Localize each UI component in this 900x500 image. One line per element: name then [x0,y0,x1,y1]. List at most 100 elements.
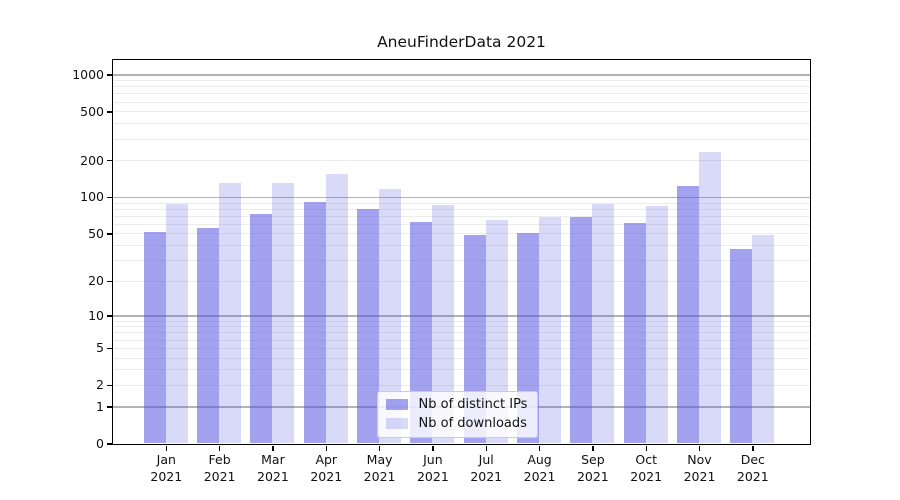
gridline-90 [112,202,810,204]
gridline-60 [112,223,810,225]
bar-distinct-ips-jan [143,232,166,444]
gridline-7 [112,332,810,334]
bar-downloads-feb [219,182,242,444]
bar-downloads-mar [272,182,295,444]
y-tick-50 [107,233,113,235]
bar-distinct-ips-jun [410,222,433,444]
gridline-8 [112,326,810,328]
y-tick-5 [107,347,113,349]
gridline-80 [112,208,810,210]
y-tick-20 [107,280,113,282]
gridline-100 [112,196,810,199]
bar-downloads-dec [752,234,775,444]
gridline-5 [112,347,810,349]
gridline-1000 [112,74,810,76]
bar-downloads-aug [539,217,562,444]
gridline-3 [112,369,810,371]
x-tick-sep [592,445,594,451]
legend-label-distinct-ips: Nb of distinct IPs [418,396,528,412]
x-tick-label-feb: Feb 2021 [203,452,236,484]
x-tick-jun [432,445,434,451]
gridline-600 [112,101,810,103]
bar-distinct-ips-may [357,209,380,444]
legend: Nb of distinct IPs Nb of downloads [376,390,539,438]
x-tick-label-oct: Oct 2021 [630,452,663,484]
gridline-20 [112,280,810,282]
y-tick-2 [107,384,113,386]
x-tick-jul [485,445,487,451]
gridline-70 [112,215,810,217]
gridline-900 [112,80,810,82]
x-tick-label-apr: Apr 2021 [310,452,343,484]
gridline-200 [112,160,810,162]
y-tick-label-200: 200 [80,152,104,168]
x-tick-nov [698,445,701,451]
y-tick-label-5: 5 [96,340,104,356]
x-tick-label-may: May 2021 [363,452,396,484]
bar-distinct-ips-mar [250,214,273,444]
legend-row-downloads: Nb of downloads [385,415,528,431]
x-tick-label-jul: Jul 2021 [470,452,503,484]
y-tick-500 [107,111,113,113]
gridline-9 [112,320,810,322]
plot-area: Nb of distinct IPs Nb of downloads [111,58,811,445]
bar-distinct-ips-sep [570,217,593,444]
y-tick-100 [107,196,113,199]
bar-distinct-ips-apr [303,201,326,444]
legend-row-distinct-ips: Nb of distinct IPs [385,396,528,412]
x-tick-label-mar: Mar 2021 [257,452,289,484]
y-tick-1000 [107,74,113,76]
y-tick-label-10: 10 [88,307,104,323]
y-tick-label-0: 0 [96,436,104,451]
bar-downloads-may [379,188,402,444]
y-tick-label-50: 50 [88,225,104,241]
legend-label-downloads: Nb of downloads [418,415,527,431]
gridline-800 [112,86,810,88]
x-tick-label-nov: Nov 2021 [683,452,716,484]
gridline-700 [112,93,810,95]
x-tick-label-dec: Dec 2021 [736,452,769,484]
x-tick-aug [538,445,541,451]
bar-downloads-sep [592,203,615,444]
x-tick-dec [752,445,754,451]
gridline-50 [112,233,810,235]
bar-distinct-ips-oct [623,223,646,444]
gridline-4 [112,357,810,359]
gridline-2 [112,384,810,386]
gridline-6 [112,339,810,341]
y-tick-label-1: 1 [96,398,104,414]
y-tick-label-100: 100 [80,189,104,205]
y-tick-label-2: 2 [96,377,104,393]
bar-downloads-apr [325,173,348,444]
y-tick-label-20: 20 [88,273,104,289]
y-tick-label-500: 500 [80,103,104,119]
x-tick-label-jun: Jun 2021 [416,452,449,484]
y-tick-0 [107,443,113,445]
gridline-400 [112,123,810,125]
x-tick-apr [325,445,327,451]
gridline-10 [112,315,810,317]
bar-downloads-jun [432,204,455,444]
bar-downloads-jul [485,219,508,444]
y-tick-label-1000: 1000 [72,66,104,82]
x-tick-mar [272,445,274,451]
bar-distinct-ips-nov [677,185,699,444]
bar-distinct-ips-dec [730,249,753,444]
bar-downloads-jan [165,203,188,444]
gridline-30 [112,260,810,262]
gridline-300 [112,138,810,140]
x-tick-label-aug: Aug 2021 [523,452,556,484]
x-tick-may [378,445,381,451]
bar-distinct-ips-feb [197,227,220,444]
y-tick-10 [107,315,113,317]
x-tick-jan [165,445,167,451]
legend-swatch-distinct-ips-icon [385,398,408,410]
y-tick-200 [107,160,113,162]
y-tick-1 [107,406,113,408]
x-tick-label-sep: Sep 2021 [576,452,609,484]
chart-title: AneuFinderData 2021 [377,33,546,51]
bar-downloads-nov [699,152,721,444]
legend-swatch-downloads-icon [385,417,408,429]
bar-downloads-oct [645,205,668,444]
